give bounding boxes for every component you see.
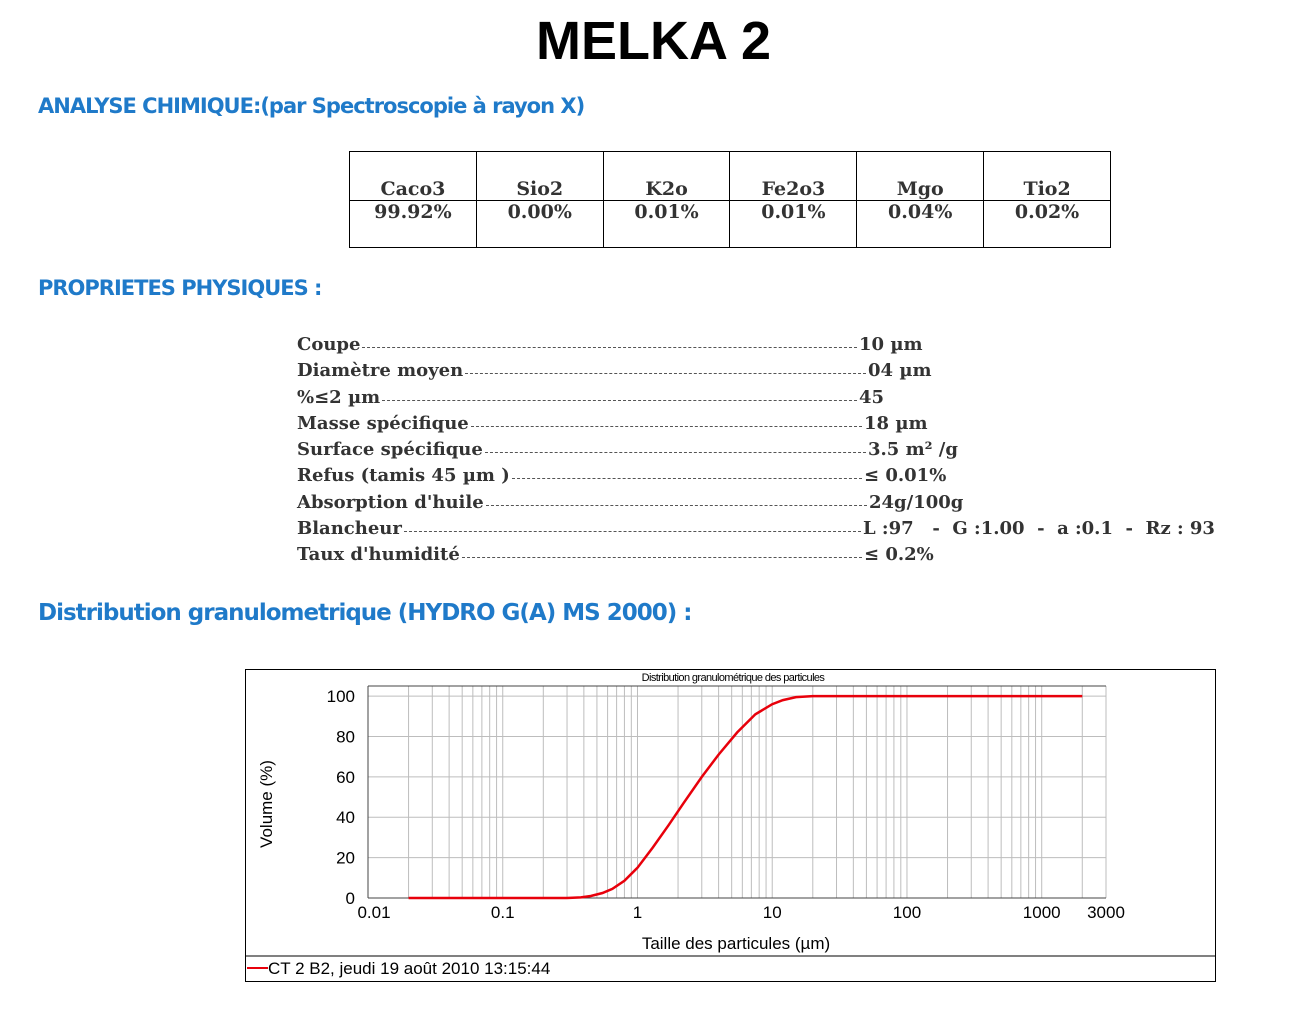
x-tick-label: 3000 <box>1087 903 1125 922</box>
column-header: Sio2 <box>475 151 604 201</box>
x-tick-label: 1000 <box>1023 903 1061 922</box>
property-value: ≤ 0.2% <box>864 544 934 566</box>
property-label: Blancheur <box>297 518 402 540</box>
legend-text: CT 2 B2, jeudi 19 août 2010 13:15:44 <box>268 959 550 978</box>
property-value: L :97 - G :1.00 - a :0.1 - Rz : 93 <box>863 518 1215 540</box>
chemical-header-row: Caco3 Sio2 K2o Fe2o3 Mgo Tio2 <box>349 151 1111 201</box>
x-tick-label: 1 <box>633 903 642 922</box>
property-label: Absorption d'huile <box>297 491 484 513</box>
y-tick-label: 40 <box>336 808 355 827</box>
property-label: Refus (tamis 45 µm ) <box>297 465 510 487</box>
page-title: MELKA 2 <box>535 11 771 71</box>
y-tick-label: 20 <box>336 849 355 868</box>
property-label: %≤2 µm <box>297 386 381 408</box>
y-tick-label: 60 <box>336 768 355 787</box>
column-header: Caco3 <box>349 151 477 201</box>
property-label: Taux d'humidité <box>297 544 460 566</box>
chemical-value-row: 99.92% 0.00% 0.01% 0.01% 0.04% 0.02% <box>349 200 1111 248</box>
property-value: 10 µm <box>859 334 923 355</box>
y-tick-label: 0 <box>346 889 355 908</box>
table-cell: 0.00% <box>475 200 604 248</box>
column-header: Mgo <box>856 151 985 201</box>
dotted-leader <box>462 557 862 559</box>
property-value: ≤ 0.01% <box>864 465 947 487</box>
column-header: K2o <box>602 151 731 201</box>
table-cell: 0.01% <box>729 200 858 248</box>
table-cell: 99.92% <box>349 200 477 248</box>
y-axis-label: Volume (%) <box>257 760 276 848</box>
chart-title: Distribution granulométrique des particu… <box>642 672 826 684</box>
table-cell: 0.02% <box>983 200 1111 248</box>
dotted-leader <box>362 347 857 348</box>
property-value: 24g/100g <box>869 491 964 513</box>
dotted-leader <box>486 504 867 506</box>
distribution-heading: Distribution granulometrique (HYDRO G(A)… <box>38 600 692 626</box>
property-value: 3.5 m² /g <box>868 439 958 461</box>
table-cell: 0.01% <box>602 200 731 248</box>
physical-properties-heading: PROPRIETES PHYSIQUES : <box>38 276 322 300</box>
column-header: Fe2o3 <box>729 151 858 201</box>
property-label: Surface spécifique <box>297 439 483 461</box>
dotted-leader <box>465 373 866 375</box>
chart-axes <box>367 685 1106 899</box>
property-label: Masse spécifique <box>297 412 469 434</box>
column-header: Tio2 <box>983 151 1111 201</box>
x-axis-label: Taille des particules (µm) <box>642 934 830 953</box>
x-tick-label: 100 <box>893 903 921 922</box>
x-tick-label: 0.1 <box>491 903 515 922</box>
table-cell: 0.04% <box>856 200 985 248</box>
property-label: Diamètre moyen <box>297 360 464 382</box>
property-value: 18 µm <box>864 412 928 434</box>
chemical-analysis-table: Caco3 Sio2 K2o Fe2o3 Mgo Tio2 99.92% 0.0… <box>349 151 1111 248</box>
y-tick-label: 80 <box>336 727 355 746</box>
dotted-leader <box>471 425 862 427</box>
series-line <box>408 694 1083 900</box>
y-tick-label: 100 <box>327 687 355 706</box>
dotted-leader <box>485 452 866 454</box>
property-value: 45 <box>859 386 885 408</box>
particle-size-chart: 0.01 0.1 1 10 100 1000 3000 0 20 40 60 80 100 Distri… <box>245 669 1216 982</box>
chemical-analysis-heading: ANALYSE CHIMIQUE:(par Spectroscopie à ra… <box>38 94 585 118</box>
chart-grid <box>367 686 1107 898</box>
chart-ticks: 0.01 0.1 1 10 100 1000 3000 0 20 40 60 80 100 <box>327 687 1125 922</box>
dotted-leader <box>404 531 861 533</box>
chart-svg: 0.01 0.1 1 10 100 1000 3000 0 20 40 60 80 100 Distri… <box>246 672 1215 978</box>
x-tick-label: 0.01 <box>357 903 390 922</box>
property-label: Coupe <box>297 334 361 355</box>
property-value: 04 µm <box>868 360 932 382</box>
x-tick-label: 10 <box>763 903 782 922</box>
dotted-leader <box>382 399 857 401</box>
dotted-leader <box>512 478 862 480</box>
